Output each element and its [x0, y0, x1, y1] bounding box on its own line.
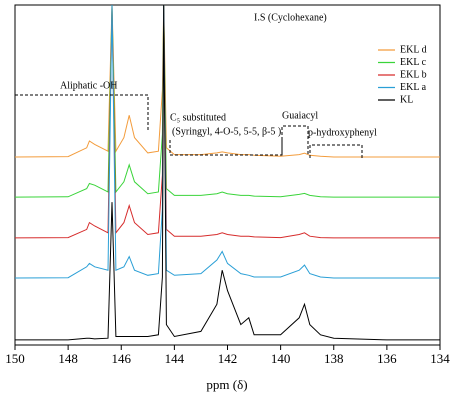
annotation: (Syringyl, 4-O-5, 5-5, β-5 )	[172, 126, 281, 137]
plot-frame	[14, 4, 441, 346]
annotation: C₅ substituted	[170, 112, 226, 123]
x-axis-label: ppm (δ)	[206, 377, 247, 392]
legend-label: KL	[400, 94, 413, 105]
legend-label: EKL c	[400, 57, 427, 68]
x-tick-label: 148	[58, 351, 78, 366]
legend-label: EKL a	[400, 82, 427, 93]
spectrum-line	[15, 5, 440, 341]
spectrum-line	[15, 5, 440, 239]
spectrum-line	[15, 5, 440, 279]
annotation: Guaiacyl	[282, 110, 318, 121]
annotation: Aliphatic -OH	[60, 80, 118, 91]
x-tick-label: 144	[165, 351, 185, 366]
x-tick-label: 142	[218, 351, 238, 366]
annotation: I.S (Cyclohexane)	[254, 12, 327, 23]
spectrum-line	[15, 5, 440, 198]
bracket	[169, 140, 283, 156]
bracket	[309, 144, 363, 158]
x-tick-label: 138	[324, 351, 344, 366]
bracket	[281, 125, 309, 155]
spectra	[15, 5, 440, 341]
legend-label: EKL b	[400, 69, 427, 80]
x-tick-label: 146	[112, 351, 132, 366]
x-tick-label: 134	[430, 351, 450, 366]
annotation: p-hydroxyphenyl	[308, 127, 377, 138]
bracket	[14, 94, 149, 130]
x-tick-label: 150	[5, 351, 25, 366]
x-tick-label: 136	[377, 351, 397, 366]
legend-label: EKL d	[400, 44, 427, 55]
x-tick-label: 140	[271, 351, 291, 366]
